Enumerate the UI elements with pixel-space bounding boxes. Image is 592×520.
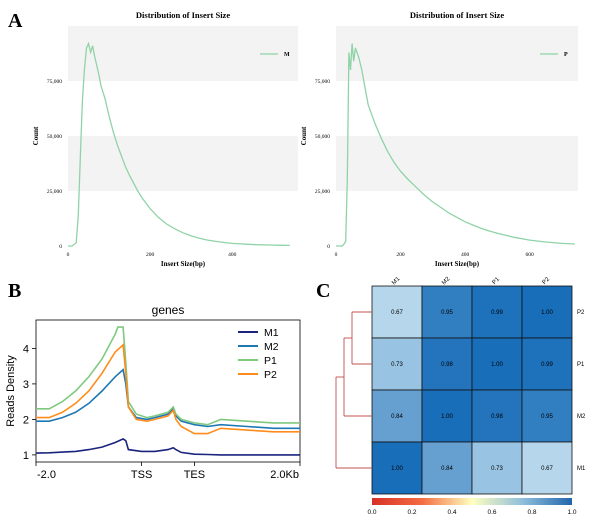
panel-label-a: A	[8, 10, 23, 32]
heatmap-col-label: P1	[492, 276, 502, 286]
heatmap-cell	[421, 389, 473, 443]
insert-m-xtick-label: 0	[67, 252, 70, 258]
insert-m-ylabel: Count	[32, 126, 40, 145]
insert-p-ylabel: Count	[300, 126, 308, 145]
heatmap-cell	[471, 441, 523, 495]
insert-m-legend-label: M	[284, 52, 290, 58]
insert-p-series-line	[336, 43, 575, 247]
heatmap-cell-label: 1.00	[441, 414, 453, 420]
insert-m-xtick-label: 200	[146, 252, 155, 258]
heatmap-col-label: M2	[441, 276, 452, 287]
heatmap-cell	[521, 337, 573, 391]
insert-m-title: Distribution of Insert Size	[136, 10, 230, 20]
colorbar-tick-label: 0.6	[487, 509, 496, 516]
colorbar-tick-label: 0.2	[407, 509, 416, 516]
insert-p-xtick-label: 0	[335, 252, 338, 258]
profile-ytick-label: 2	[23, 414, 29, 426]
heatmap-cell-label: 0.99	[541, 362, 553, 368]
profile-xtick-label: 2.0Kb	[270, 469, 299, 481]
heatmap-cell-label: 0.84	[441, 466, 453, 472]
profile-legend-label: P2	[264, 369, 277, 381]
panel-label-c: C	[316, 280, 331, 302]
colorbar	[372, 498, 572, 505]
heatmap-cell	[471, 389, 523, 443]
heatmap-cell-label: 0.67	[391, 310, 403, 316]
insert-m-ytick-label: 0	[59, 244, 62, 250]
profile-series-line	[36, 326, 300, 426]
insert-m-band	[68, 26, 298, 81]
insert-p-ytick-label: 0	[327, 244, 330, 250]
heatmap-cell	[521, 441, 573, 495]
heatmap-cell-label: 1.00	[491, 362, 503, 368]
profile-series-line	[36, 368, 300, 430]
heatmap-row-label: M1	[577, 466, 586, 472]
heatmap-cell-label: 0.73	[491, 466, 503, 472]
heatmap-cell-label: 0.98	[441, 362, 453, 368]
profile-frame	[35, 319, 301, 463]
colorbar-tick-label: 1.0	[567, 509, 576, 516]
heatmap-cell-label: 0.84	[391, 414, 403, 420]
profile-ytick-label: 1	[23, 450, 29, 462]
insert-p-xtick-label: 600	[525, 252, 534, 258]
insert-p-ytick-label: 75,000	[315, 79, 330, 85]
profile-title: genes	[152, 303, 185, 317]
profile-series-line	[35, 437, 300, 456]
profile-series-line	[36, 343, 300, 435]
insert-p-ytick-label: 50,000	[315, 134, 330, 140]
profile-legend-label: M1	[264, 327, 279, 339]
insert-p-title: Distribution of Insert Size	[410, 10, 504, 20]
heatmap-cell	[371, 337, 423, 391]
heatmap-cell	[371, 285, 423, 339]
heatmap-cell	[521, 389, 573, 443]
heatmap-cell-label: 0.95	[541, 414, 553, 420]
profile-ytick-label: 4	[23, 343, 29, 355]
insert-p-legend-label: P	[564, 52, 568, 58]
insert-p-xlabel: Insert Size(bp)	[435, 260, 480, 268]
profile-legend-label: M2	[264, 341, 279, 353]
insert-m-ytick-label: 25,000	[47, 189, 62, 195]
colorbar-tick-label: 0.0	[367, 509, 376, 516]
insert-p-xtick-label: 400	[461, 252, 470, 258]
profile-ylabel: Reads Density	[5, 355, 17, 427]
heatmap-cell	[421, 441, 473, 495]
heatmap-col-label: P2	[542, 276, 552, 286]
heatmap-cell-label: 0.67	[541, 466, 553, 472]
heatmap-row-label: P2	[577, 310, 585, 316]
heatmap-row-label: M2	[577, 414, 586, 420]
insert-p-ytick-label: 25,000	[315, 189, 330, 195]
heatmap-cell	[471, 337, 523, 391]
insert-m-band	[68, 136, 298, 191]
insert-p-band	[336, 136, 578, 191]
heatmap-cell	[371, 389, 423, 443]
insert-m-ytick-label: 75,000	[47, 79, 62, 85]
profile-ytick-label: 3	[23, 379, 29, 391]
heatmap-row-label: P1	[577, 362, 585, 368]
heatmap-cell-label: 1.00	[391, 466, 403, 472]
heatmap-col-label: M1	[391, 276, 402, 287]
heatmap-cell-label: 0.98	[491, 414, 503, 420]
heatmap-cell	[471, 285, 523, 339]
heatmap-cell-label: 0.95	[441, 310, 453, 316]
heatmap-cell-label: 0.73	[391, 362, 403, 368]
profile-xtick-label: TSS	[131, 469, 152, 481]
panel-label-b: B	[8, 280, 22, 302]
insert-p-xtick-label: 200	[396, 252, 405, 258]
heatmap-cell	[421, 337, 473, 391]
profile-legend-label: P1	[264, 355, 277, 367]
profile-xtick-label: TES	[184, 469, 205, 481]
heatmap-cell	[521, 285, 573, 339]
colorbar-tick-label: 0.8	[527, 509, 536, 516]
insert-p-band	[336, 26, 578, 81]
heatmap-cell-label: 1.00	[541, 310, 553, 316]
heatmap-cell	[421, 285, 473, 339]
colorbar-tick-label: 0.4	[447, 509, 456, 516]
insert-m-ytick-label: 50,000	[47, 134, 62, 140]
insert-m-xlabel: Insert Size(bp)	[161, 260, 206, 268]
profile-xtick-label: -2.0	[37, 469, 56, 481]
insert-m-series-line	[68, 41, 290, 247]
heatmap-cell-label: 0.99	[491, 310, 503, 316]
insert-m-xtick-label: 400	[228, 252, 237, 258]
